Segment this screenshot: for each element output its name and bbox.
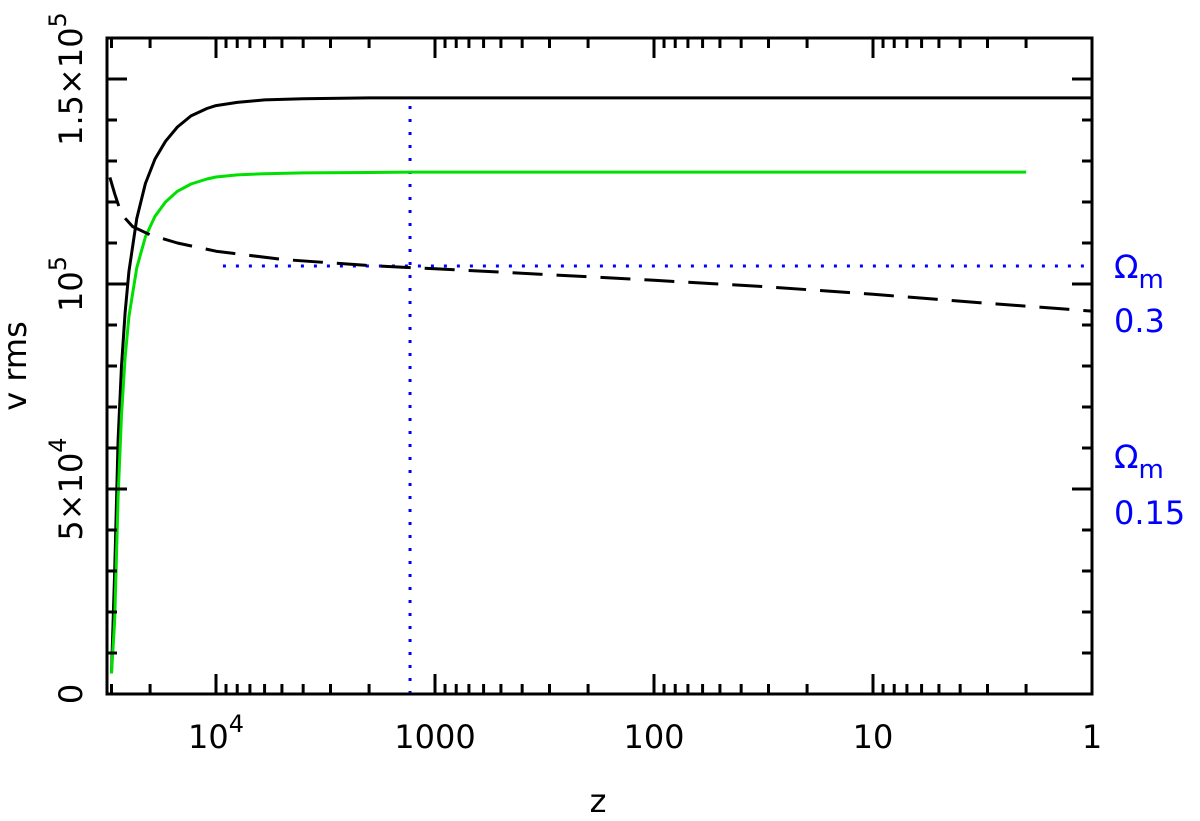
- series-line-2: [108, 176, 1092, 313]
- y-tick-label: 1.5×105: [44, 12, 90, 146]
- svg-text:Ωm: Ωm: [1114, 248, 1164, 295]
- y-tick-label: 0: [52, 684, 90, 704]
- series-line-0: [110, 96, 1092, 674]
- y-axis-ticks: [107, 36, 1092, 696]
- data-series: [108, 96, 1092, 674]
- x-tick-label: 1000: [394, 718, 475, 756]
- y-axis-tick-labels: 0 5×104 105 1.5×105: [44, 12, 90, 704]
- reference-lines: [222, 97, 1092, 694]
- x-tick-label: 1: [1082, 718, 1102, 756]
- y-tick-label: 105: [44, 256, 90, 312]
- plot-frame: [105, 36, 1094, 696]
- y-axis-label: v rms: [0, 321, 34, 411]
- x-tick-label: 10: [853, 718, 894, 756]
- svg-text:0.15: 0.15: [1114, 494, 1185, 532]
- x-tick-label: 100: [623, 718, 684, 756]
- series-line-1: [110, 170, 1027, 674]
- svg-text:0.3: 0.3: [1114, 302, 1165, 340]
- x-axis-ticks: [110, 38, 1094, 694]
- x-axis-tick-labels: 104 1000 100 10 1: [188, 710, 1102, 756]
- omega-annotation-0.3: Ωm 0.3: [1114, 248, 1165, 340]
- omega-annotation-0.15: Ωm 0.15: [1114, 438, 1185, 532]
- x-axis-label: z: [590, 782, 607, 820]
- svg-text:Ωm: Ωm: [1114, 438, 1164, 485]
- x-tick-label: 104: [188, 710, 244, 756]
- y-tick-label: 5×104: [44, 437, 90, 540]
